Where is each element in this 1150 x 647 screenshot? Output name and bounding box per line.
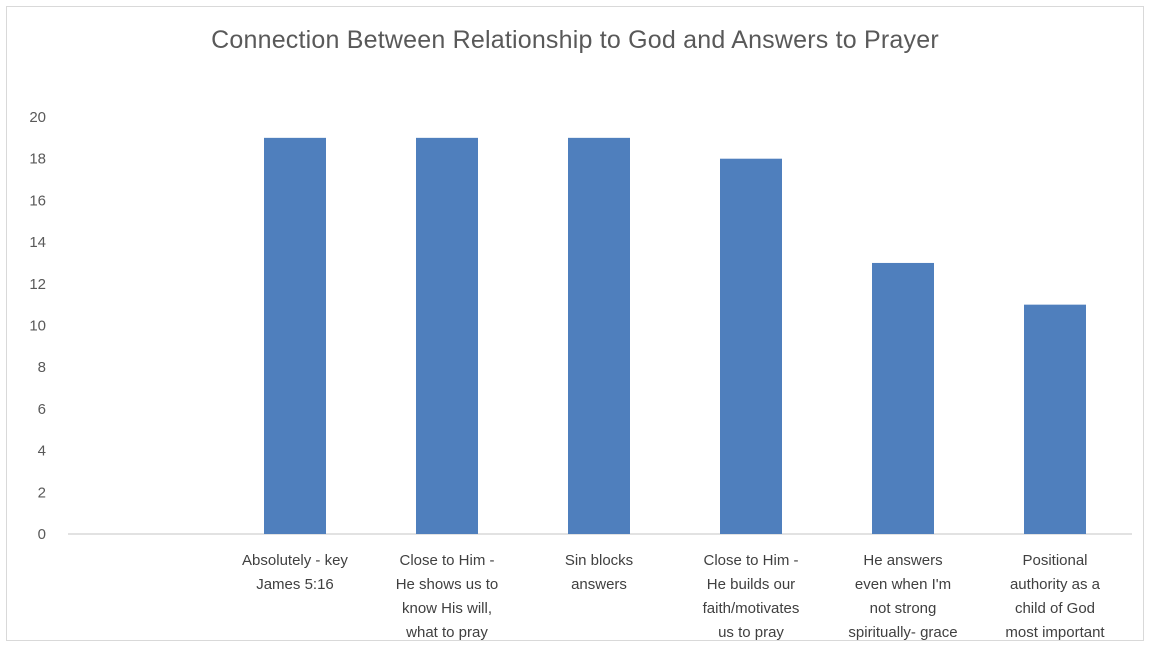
category-label-line: Close to Him - [703,552,798,569]
category-label-line: authority as a [1010,576,1101,593]
category-label: He answers even when I'm not strong spiritu… [848,552,957,641]
category-label-line: what to pray [405,624,488,641]
category-label-line: even when I'm [855,576,951,593]
category-label: Absolutely - key James 5:16 [242,552,348,593]
bar [720,158,782,534]
category-label: Positional authority as a child of God most… [1005,552,1105,641]
category-label-line: not strong [870,600,937,617]
category-label-line: Positional [1022,552,1087,569]
category-label-line: James 5:16 [256,576,334,593]
category-label-line: answers [571,576,627,593]
category-label: Close to Him - He shows us to know His wil… [396,552,499,641]
category-label-line: He builds our [707,576,795,593]
y-tick-label: 4 [38,443,46,460]
bar [872,262,934,534]
category-label-line: child of God [1015,600,1095,617]
y-tick-label: 10 [29,318,46,335]
y-tick-label: 20 [29,109,46,126]
bar [264,137,326,534]
category-label-line: most important [1005,624,1105,641]
bar [416,137,478,534]
y-tick-label: 18 [29,151,46,168]
y-tick-label: 16 [29,192,46,209]
category-label-line: Sin blocks [565,552,633,569]
chart-title: Connection Between Relationship to God a… [211,26,939,54]
y-tick-label: 8 [38,359,46,376]
bar [568,137,630,534]
category-label: Sin blocks answers [565,552,633,593]
category-label: Close to Him - He builds our faith/motivat… [703,552,800,641]
category-label-line: spiritually- grace [848,624,957,641]
category-label-line: Close to Him - [399,552,494,569]
category-label-line: faith/motivates [703,600,800,617]
category-label-line: He shows us to [396,576,499,593]
y-tick-label: 12 [29,276,46,293]
y-tick-label: 0 [38,526,46,543]
category-label-line: us to pray [718,624,784,641]
category-label-line: He answers [863,552,942,569]
y-tick-label: 2 [38,484,46,501]
category-label-line: Absolutely - key [242,552,348,569]
y-tick-label: 14 [29,234,46,251]
bar [1024,304,1086,534]
y-tick-label: 6 [38,401,46,418]
category-label-line: know His will, [402,600,492,617]
